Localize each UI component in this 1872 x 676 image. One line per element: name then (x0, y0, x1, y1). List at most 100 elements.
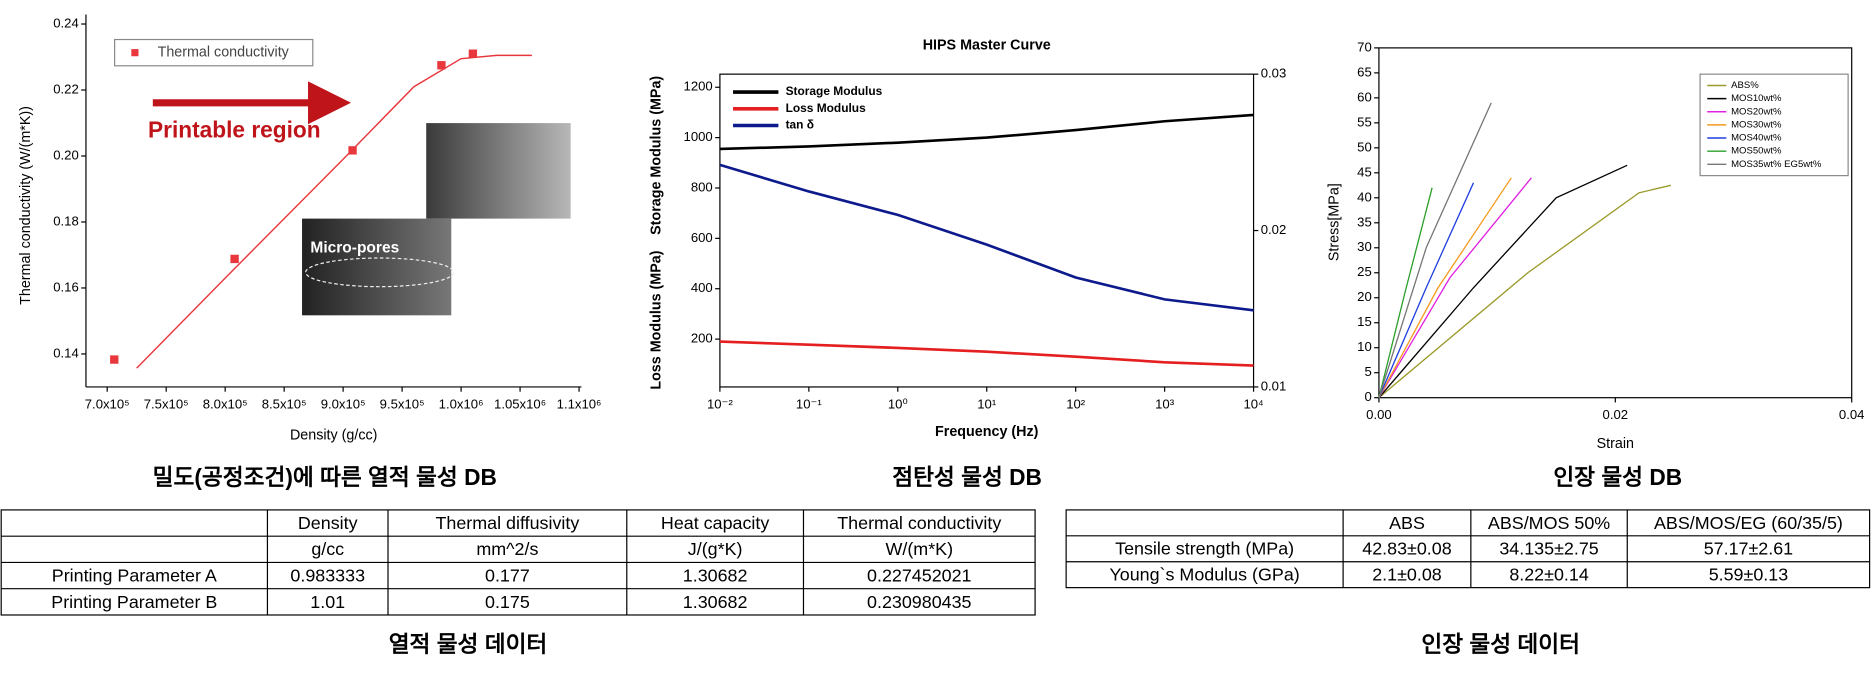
table-cell: 0.175 (485, 592, 530, 612)
x-tick-label: 9.5x10⁵ (380, 396, 425, 411)
fit-line (136, 54, 532, 369)
y-tick-label: 25 (1357, 264, 1372, 279)
x-tick-label: 10⁻¹ (796, 396, 823, 411)
table-row-label: Tensile strength (MPa) (1115, 539, 1294, 559)
x-tick-label: 8.0x10⁵ (203, 396, 248, 411)
table-header: Thermal conductivity (837, 513, 1001, 533)
y-tick-label: 800 (691, 179, 713, 194)
legend-label: MOS40wt% (1731, 133, 1782, 144)
table-cell: 5.59±0.13 (1709, 565, 1789, 585)
table-header: Thermal diffusivity (435, 513, 579, 533)
table-header: ABS/MOS 50% (1488, 513, 1610, 533)
legend-label: MOS20wt% (1731, 106, 1782, 117)
table-cell: 8.22±0.14 (1509, 565, 1589, 585)
x-axis-label: Strain (1597, 436, 1634, 452)
legend-label: MOS50wt% (1731, 146, 1782, 157)
y-tick-label: 1000 (684, 129, 713, 144)
y2-tick-label: 0.01 (1261, 378, 1287, 393)
x-tick-label: 10⁴ (1243, 396, 1263, 411)
legend-label: MOS35wt% EG5wt% (1731, 159, 1822, 170)
y-tick-label: 40 (1357, 189, 1372, 204)
caption: 열적 물성 데이터 (389, 631, 548, 657)
legend-label: tan δ (786, 118, 814, 132)
y-axis-label: Storage Modulus (MPa) (648, 76, 664, 235)
legend-label: MOS10wt% (1731, 93, 1782, 104)
sem-image (302, 218, 452, 316)
y-tick-label: 50 (1357, 139, 1372, 154)
table-border (1065, 509, 1871, 589)
annotation: Printable region (148, 116, 321, 142)
y-tick-label: 400 (691, 280, 713, 295)
point (437, 61, 446, 70)
y-tick-label: 10 (1357, 339, 1372, 354)
y2-tick-label: 0.03 (1261, 66, 1287, 81)
legend-label: MOS30wt% (1731, 119, 1782, 130)
table-cell: 0.983333 (290, 566, 365, 586)
legend-label: Thermal conductivity (158, 44, 290, 60)
x-tick-label: 0.00 (1366, 407, 1392, 422)
x-tick-label: 10¹ (977, 396, 997, 411)
table-row-label: Young`s Modulus (GPa) (1109, 565, 1299, 585)
series-line (1378, 182, 1475, 398)
x-tick-label: 1.05x10⁶ (494, 396, 546, 411)
table-cell: 0.227452021 (867, 566, 972, 586)
series-line (719, 163, 1254, 312)
table-header: ABS (1389, 513, 1425, 533)
caption: 밀도(공정조건)에 따른 열적 물성 DB (153, 464, 497, 490)
y-tick-label: 0.14 (53, 345, 79, 360)
x-tick-label: 10² (1066, 396, 1086, 411)
point (230, 254, 239, 264)
chart-title: HIPS Master Curve (923, 37, 1051, 53)
y-tick-label: 0 (1364, 389, 1371, 404)
caption: 인장 물성 DB (1553, 464, 1682, 490)
table-cell: 0.230980435 (867, 592, 972, 612)
point (110, 355, 119, 364)
y-axis-label: Stress[MPa] (1327, 183, 1343, 261)
x-tick-label: 7.5x10⁵ (144, 396, 189, 411)
table-unit: g/cc (311, 539, 344, 559)
table-row-label: Printing Parameter B (51, 592, 217, 612)
table-cell: 0.177 (485, 566, 530, 586)
y-tick-label: 5 (1364, 364, 1371, 379)
y-tick-label: 1200 (684, 79, 713, 94)
y-axis-label: Loss Modulus (MPa) (648, 250, 664, 389)
x-tick-label: 0.02 (1603, 407, 1629, 422)
series-line (1378, 187, 1433, 398)
x-tick-label: 10³ (1155, 396, 1175, 411)
y-tick-label: 45 (1357, 164, 1372, 179)
y-tick-label: 0.24 (53, 15, 79, 30)
y-tick-label: 20 (1357, 289, 1372, 304)
series-line (1378, 177, 1512, 399)
annotation: Micro-pores (310, 240, 399, 257)
x-tick-label: 9.0x10⁵ (321, 396, 366, 411)
table-unit: W/(m*K) (885, 539, 953, 559)
pore-outline (305, 257, 455, 288)
x-tick-label: 8.5x10⁵ (262, 396, 307, 411)
y2-tick-label: 0.02 (1261, 222, 1287, 237)
y-tick-label: 200 (691, 331, 713, 346)
x-tick-label: 1.1x10⁶ (557, 396, 602, 411)
y-tick-label: 0.20 (53, 147, 79, 162)
table-cell: 1.30682 (683, 592, 748, 612)
y-tick-label: 600 (691, 230, 713, 245)
legend-marker (131, 49, 139, 57)
x-tick-label: 7.0x10⁵ (85, 396, 130, 411)
table-unit: J/(g*K) (688, 539, 743, 559)
y-tick-label: 60 (1357, 89, 1372, 104)
series-line (719, 113, 1254, 151)
caption: 점탄성 물성 DB (892, 464, 1042, 490)
y-tick-label: 0.22 (53, 81, 79, 96)
x-axis-label: Frequency (Hz) (935, 424, 1039, 440)
y-tick-label: 55 (1357, 114, 1372, 129)
legend-label: Loss Modulus (786, 101, 867, 115)
table-unit: mm^2/s (476, 539, 538, 559)
table-cell: 2.1±0.08 (1372, 565, 1442, 585)
series-line (1378, 184, 1672, 399)
table-header: Heat capacity (661, 513, 769, 533)
x-tick-label: 10⁰ (888, 396, 908, 411)
sem-image (426, 123, 571, 219)
y-tick-label: 65 (1357, 64, 1372, 79)
y-tick-label: 0.18 (53, 213, 79, 228)
